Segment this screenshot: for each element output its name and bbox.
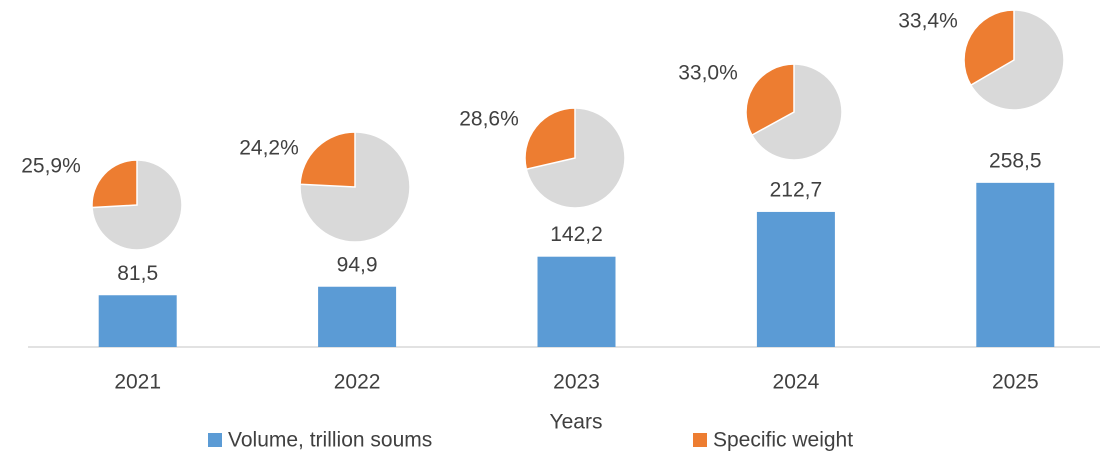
bar-value-label: 81,5 <box>117 262 158 285</box>
bar <box>756 211 835 347</box>
x-tick-label: 2021 <box>114 371 161 394</box>
pie-slice <box>963 9 1015 87</box>
pie-value-label: 24,2% <box>239 137 299 160</box>
legend-label: Specific weight <box>713 429 853 452</box>
bar <box>98 295 177 347</box>
pie-value-label: 28,6% <box>459 108 519 131</box>
pie-slice <box>299 131 356 188</box>
bar <box>976 182 1055 347</box>
pie-value-label: 33,0% <box>678 62 738 85</box>
pie-slice <box>745 63 795 137</box>
legend-label: Volume, trillion soums <box>228 429 432 452</box>
legend-swatch <box>693 433 707 447</box>
x-tick-label: 2023 <box>553 371 600 394</box>
pie-value-label: 25,9% <box>21 155 81 178</box>
x-axis-title: Years <box>550 411 603 434</box>
pie-value-label: 33,4% <box>898 10 958 33</box>
bar-value-label: 94,9 <box>337 253 378 276</box>
bar-value-label: 212,7 <box>770 178 823 201</box>
pie-slice <box>91 159 138 209</box>
legend-swatch <box>208 433 222 447</box>
bar-value-label: 142,2 <box>550 223 603 246</box>
pie-slice <box>524 107 576 171</box>
x-tick-label: 2025 <box>992 371 1039 394</box>
x-tick-label: 2024 <box>773 371 820 394</box>
x-tick-label: 2022 <box>334 371 381 394</box>
bar <box>537 256 616 347</box>
bar <box>318 286 397 347</box>
bar-value-label: 258,5 <box>989 149 1042 172</box>
